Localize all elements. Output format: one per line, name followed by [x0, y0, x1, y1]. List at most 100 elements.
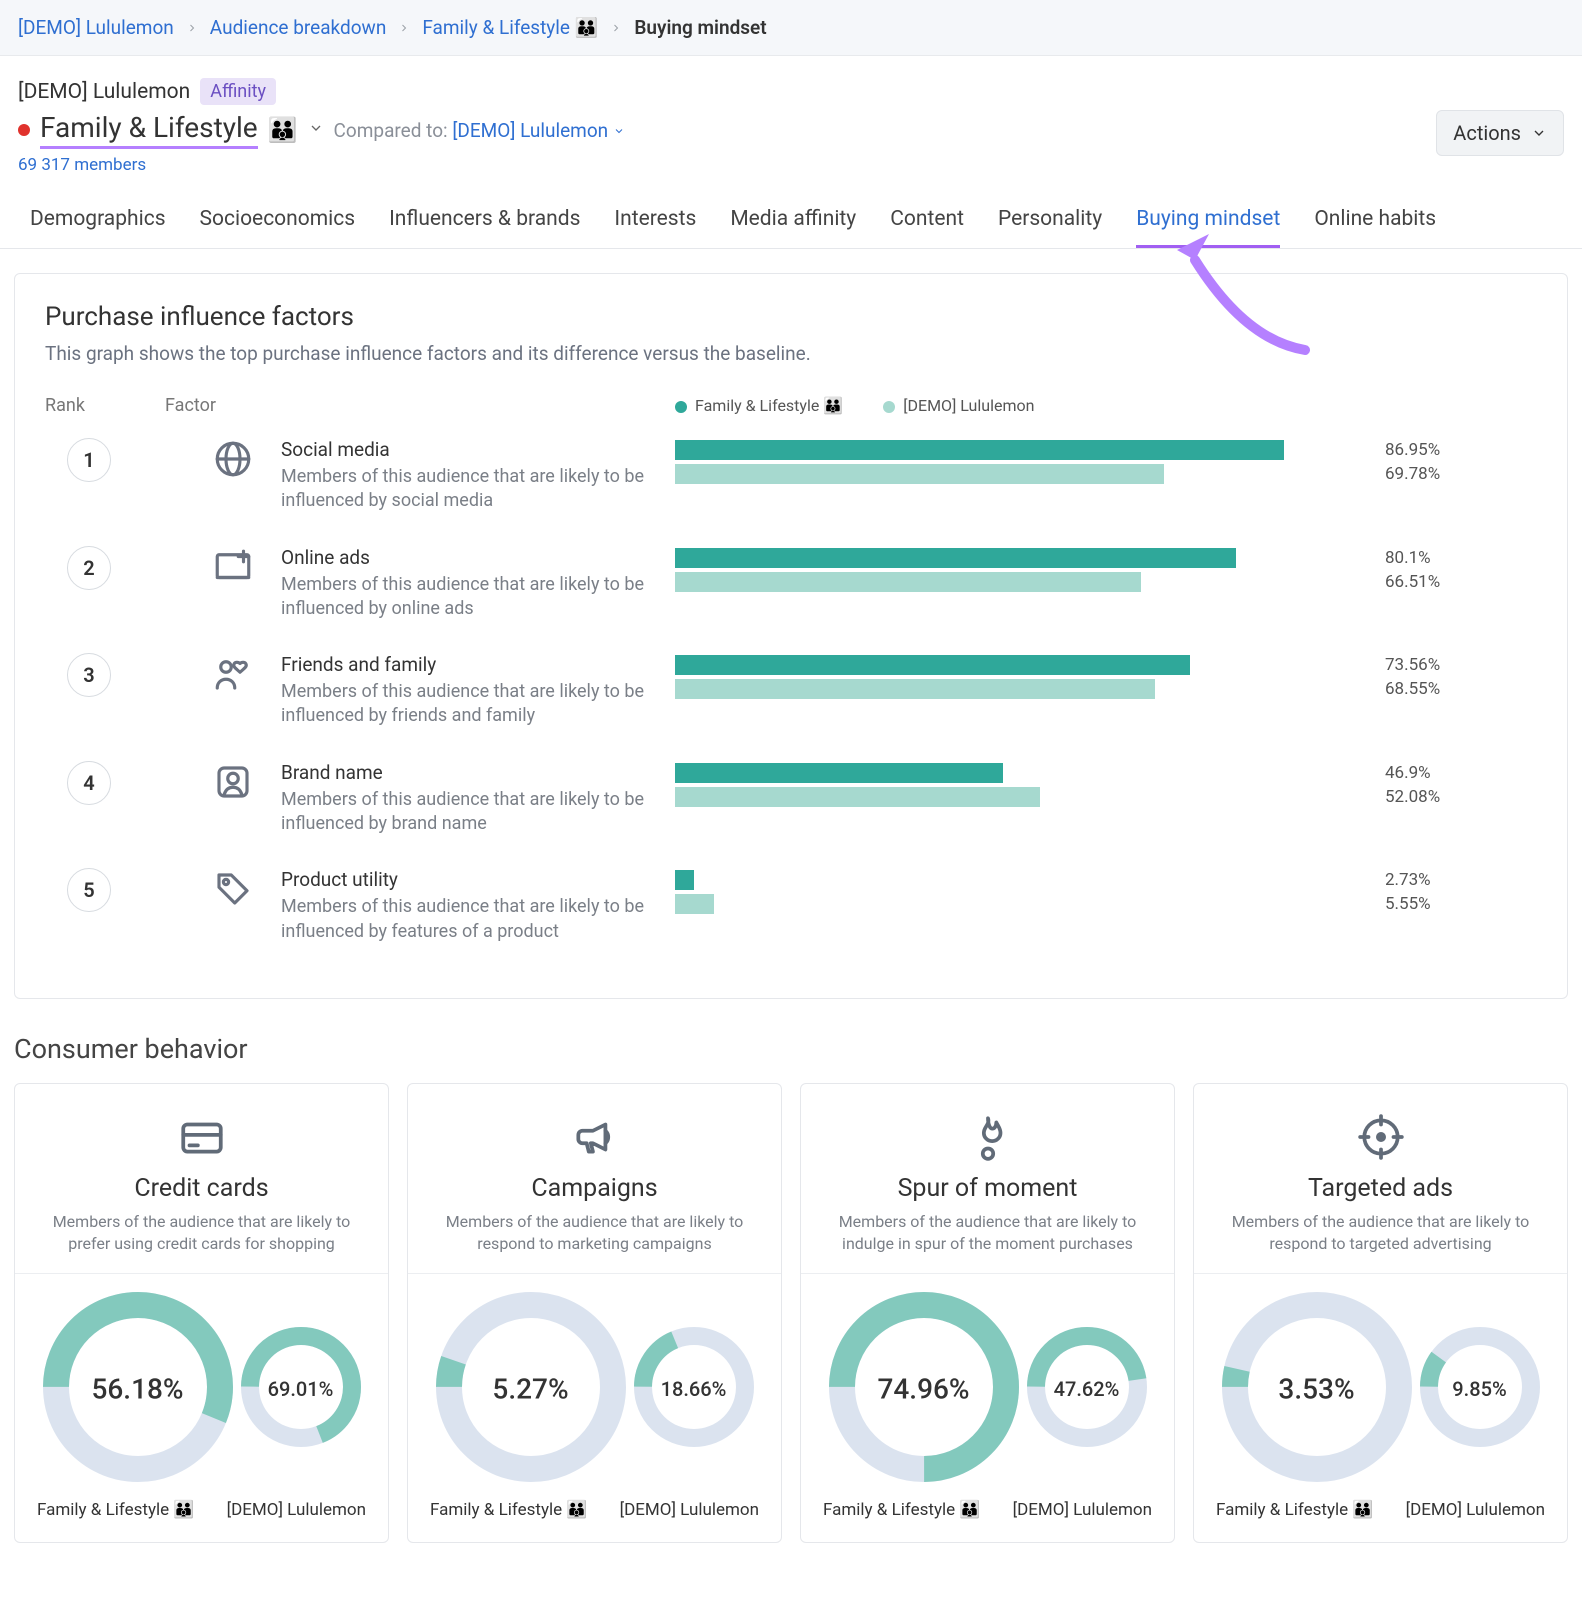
card-description: Members of the audience that are likely …	[428, 1211, 761, 1255]
bar-value-a: 2.73%	[1385, 870, 1431, 890]
factor-bars: 80.1% 66.51%	[675, 546, 1537, 596]
column-header-factor: Factor	[165, 395, 675, 416]
donut-value: 74.96%	[877, 1372, 969, 1405]
panel-title: Purchase influence factors	[45, 302, 1537, 332]
bar-value-a: 73.56%	[1385, 655, 1440, 675]
rank-badge: 1	[67, 438, 111, 482]
factor-name: Product utility	[281, 868, 661, 891]
factor-description: Members of this audience that are likely…	[281, 680, 661, 729]
factor-description: Members of this audience that are likely…	[281, 573, 661, 622]
megaphone-icon	[428, 1112, 761, 1162]
actions-button[interactable]: Actions	[1436, 110, 1564, 156]
rank-badge: 2	[67, 546, 111, 590]
factor-bars: 86.95% 69.78%	[675, 438, 1537, 488]
bar-value-b: 68.55%	[1385, 679, 1440, 699]
donut-chart: 47.62%	[1027, 1327, 1147, 1451]
factor-description: Members of this audience that are likely…	[281, 465, 661, 514]
factor-bars: 46.9% 52.08%	[675, 761, 1537, 811]
segment-emoji-icon: 👪	[268, 116, 298, 144]
breadcrumb-item[interactable]: [DEMO] Lululemon	[18, 16, 174, 39]
factor-bars: 73.56% 68.55%	[675, 653, 1537, 703]
chevron-right-icon	[610, 16, 622, 39]
column-header-rank: Rank	[45, 395, 165, 416]
donut-legend-b: [DEMO] Lululemon	[227, 1500, 366, 1520]
tabs: Demographics Socioeconomics Influencers & …	[0, 185, 1582, 249]
people-heart-icon	[209, 653, 257, 729]
bar-value-a: 80.1%	[1385, 548, 1431, 568]
tab-demographics[interactable]: Demographics	[30, 207, 166, 248]
tab-personality[interactable]: Personality	[998, 207, 1102, 248]
factor-row: 2 Online ads Members of this audience th…	[45, 546, 1537, 622]
donut-chart: 5.27%	[436, 1292, 626, 1486]
breadcrumb-item[interactable]: Family & Lifestyle 👪	[422, 16, 598, 39]
factor-name: Social media	[281, 438, 661, 461]
breadcrumb-item[interactable]: Audience breakdown	[210, 16, 387, 39]
donut-chart: 69.01%	[241, 1327, 361, 1451]
factor-description: Members of this audience that are likely…	[281, 788, 661, 837]
card-description: Members of the audience that are likely …	[821, 1211, 1154, 1255]
target-icon	[1214, 1112, 1547, 1162]
behavior-card: Spur of moment Members of the audience t…	[800, 1083, 1175, 1543]
donut-value: 69.01%	[268, 1377, 334, 1401]
compared-label: Compared to:	[334, 119, 448, 142]
panel-subtitle: This graph shows the top purchase influe…	[45, 342, 1537, 365]
badge-user-icon	[209, 761, 257, 837]
baseline-selector[interactable]: [DEMO] Lululemon	[452, 119, 608, 142]
donut-value: 56.18%	[91, 1372, 183, 1405]
rank-badge: 3	[67, 653, 111, 697]
chevron-down-icon[interactable]	[308, 120, 324, 140]
flame-icon	[821, 1112, 1154, 1162]
behavior-card: Targeted ads Members of the audience tha…	[1193, 1083, 1568, 1543]
donut-legend-b: [DEMO] Lululemon	[620, 1500, 759, 1520]
purchase-influence-panel: Purchase influence factors This graph sh…	[14, 273, 1568, 999]
behavior-card: Campaigns Members of the audience that a…	[407, 1083, 782, 1543]
members-count[interactable]: 69 317 members	[18, 155, 1564, 175]
chevron-down-icon[interactable]	[613, 126, 625, 140]
factor-name: Brand name	[281, 761, 661, 784]
donut-value: 3.53%	[1278, 1372, 1354, 1405]
factor-description: Members of this audience that are likely…	[281, 895, 661, 944]
bar-value-b: 66.51%	[1385, 572, 1440, 592]
donut-chart: 56.18%	[43, 1292, 233, 1486]
donut-chart: 74.96%	[829, 1292, 1019, 1486]
card-title: Credit cards	[35, 1174, 368, 1203]
factor-name: Online ads	[281, 546, 661, 569]
page-header: [DEMO] Lululemon Affinity Family & Lifes…	[0, 56, 1582, 185]
breadcrumb: [DEMO] Lululemon Audience breakdown Family…	[0, 0, 1582, 56]
donut-legend-a: Family & Lifestyle 👪	[430, 1500, 588, 1520]
donut-value: 18.66%	[661, 1377, 727, 1401]
tab-online-habits[interactable]: Online habits	[1314, 207, 1436, 248]
tab-influencers-brands[interactable]: Influencers & brands	[389, 207, 580, 248]
chevron-down-icon	[1531, 125, 1547, 141]
card-title: Campaigns	[428, 1174, 761, 1203]
chevron-right-icon	[398, 16, 410, 39]
monitor-plus-icon	[209, 546, 257, 622]
card-description: Members of the audience that are likely …	[35, 1211, 368, 1255]
credit-card-icon	[35, 1112, 368, 1162]
factor-row: 3 Friends and family Members of this aud…	[45, 653, 1537, 729]
card-title: Targeted ads	[1214, 1174, 1547, 1203]
donut-legend-a: Family & Lifestyle 👪	[1216, 1500, 1374, 1520]
card-title: Spur of moment	[821, 1174, 1154, 1203]
affinity-chip: Affinity	[200, 78, 276, 105]
factor-row: 4 Brand name Members of this audience th…	[45, 761, 1537, 837]
tab-socioeconomics[interactable]: Socioeconomics	[200, 207, 356, 248]
chart-legend: Family & Lifestyle 👪 [DEMO] Lululemon	[675, 396, 1034, 415]
bar-value-a: 86.95%	[1385, 440, 1440, 460]
factor-name: Friends and family	[281, 653, 661, 676]
bar-value-b: 52.08%	[1385, 787, 1440, 807]
tab-buying-mindset[interactable]: Buying mindset	[1136, 207, 1280, 248]
arrow-annotation-icon	[1165, 230, 1325, 360]
bar-value-a: 46.9%	[1385, 763, 1431, 783]
donut-value: 47.62%	[1054, 1377, 1120, 1401]
factor-row: 1 Social media Members of this audience …	[45, 438, 1537, 514]
segment-title[interactable]: Family & Lifestyle	[40, 111, 258, 149]
donut-legend-b: [DEMO] Lululemon	[1406, 1500, 1545, 1520]
segment-dot-icon	[18, 124, 30, 136]
brand-name: [DEMO] Lululemon	[18, 80, 190, 104]
tab-interests[interactable]: Interests	[614, 207, 696, 248]
tab-content[interactable]: Content	[890, 207, 964, 248]
donut-legend-b: [DEMO] Lululemon	[1013, 1500, 1152, 1520]
tag-icon	[209, 868, 257, 944]
tab-media-affinity[interactable]: Media affinity	[730, 207, 856, 248]
